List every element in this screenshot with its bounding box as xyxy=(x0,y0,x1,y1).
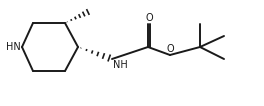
Text: NH: NH xyxy=(113,60,128,70)
Text: O: O xyxy=(166,44,174,54)
Text: O: O xyxy=(145,13,153,23)
Text: HN: HN xyxy=(6,42,21,52)
